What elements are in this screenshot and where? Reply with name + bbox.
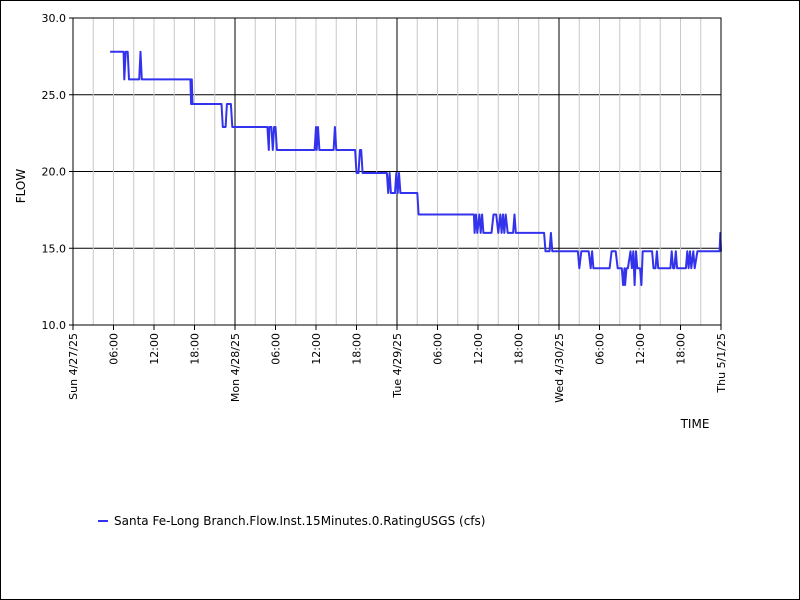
x-tick-label: 06:00 xyxy=(270,333,283,365)
x-tick-label: Mon 4/28/25 xyxy=(229,333,242,402)
grid-lines xyxy=(73,17,721,326)
x-tick-label: 06:00 xyxy=(108,333,121,365)
x-tick-label: Wed 4/30/25 xyxy=(553,333,566,403)
y-tick-label: 25.0 xyxy=(42,89,67,102)
legend-series-label: Santa Fe-Long Branch.Flow.Inst.15Minutes… xyxy=(114,514,486,528)
legend: Santa Fe-Long Branch.Flow.Inst.15Minutes… xyxy=(98,514,485,528)
y-tick-labels: 30.0 25.0 20.0 15.0 10.0 xyxy=(42,12,73,332)
series-group xyxy=(110,50,722,287)
x-tick-labels: Sun 4/27/25 06:00 12:00 18:00 Mon 4/28/25 06:… xyxy=(67,325,728,403)
x-tick-label: 06:00 xyxy=(432,333,445,365)
x-tick-label: 12:00 xyxy=(310,333,323,365)
legend-swatch xyxy=(98,520,108,522)
x-axis-title: TIME xyxy=(680,417,710,431)
y-tick-label: 30.0 xyxy=(42,12,67,25)
x-tick-label: 12:00 xyxy=(148,333,161,365)
x-tick-label: Sun 4/27/25 xyxy=(67,333,80,400)
x-tick-label: Tue 4/29/25 xyxy=(391,333,404,399)
x-tick-label: 06:00 xyxy=(594,333,607,365)
y-tick-label: 20.0 xyxy=(42,166,67,179)
x-tick-label: 12:00 xyxy=(472,333,485,365)
x-tick-label: 18:00 xyxy=(189,333,202,365)
x-tick-label: 18:00 xyxy=(675,333,688,365)
x-tick-label: 18:00 xyxy=(351,333,364,365)
y-tick-label: 15.0 xyxy=(42,242,67,255)
series-line xyxy=(110,50,722,287)
x-tick-label: Thu 5/1/25 xyxy=(715,333,728,394)
plot-border xyxy=(72,17,722,326)
y-axis-title: FLOW xyxy=(14,169,28,204)
y-tick-label: 10.0 xyxy=(42,319,67,332)
x-tick-label: 12:00 xyxy=(634,333,647,365)
x-tick-label: 18:00 xyxy=(513,333,526,365)
